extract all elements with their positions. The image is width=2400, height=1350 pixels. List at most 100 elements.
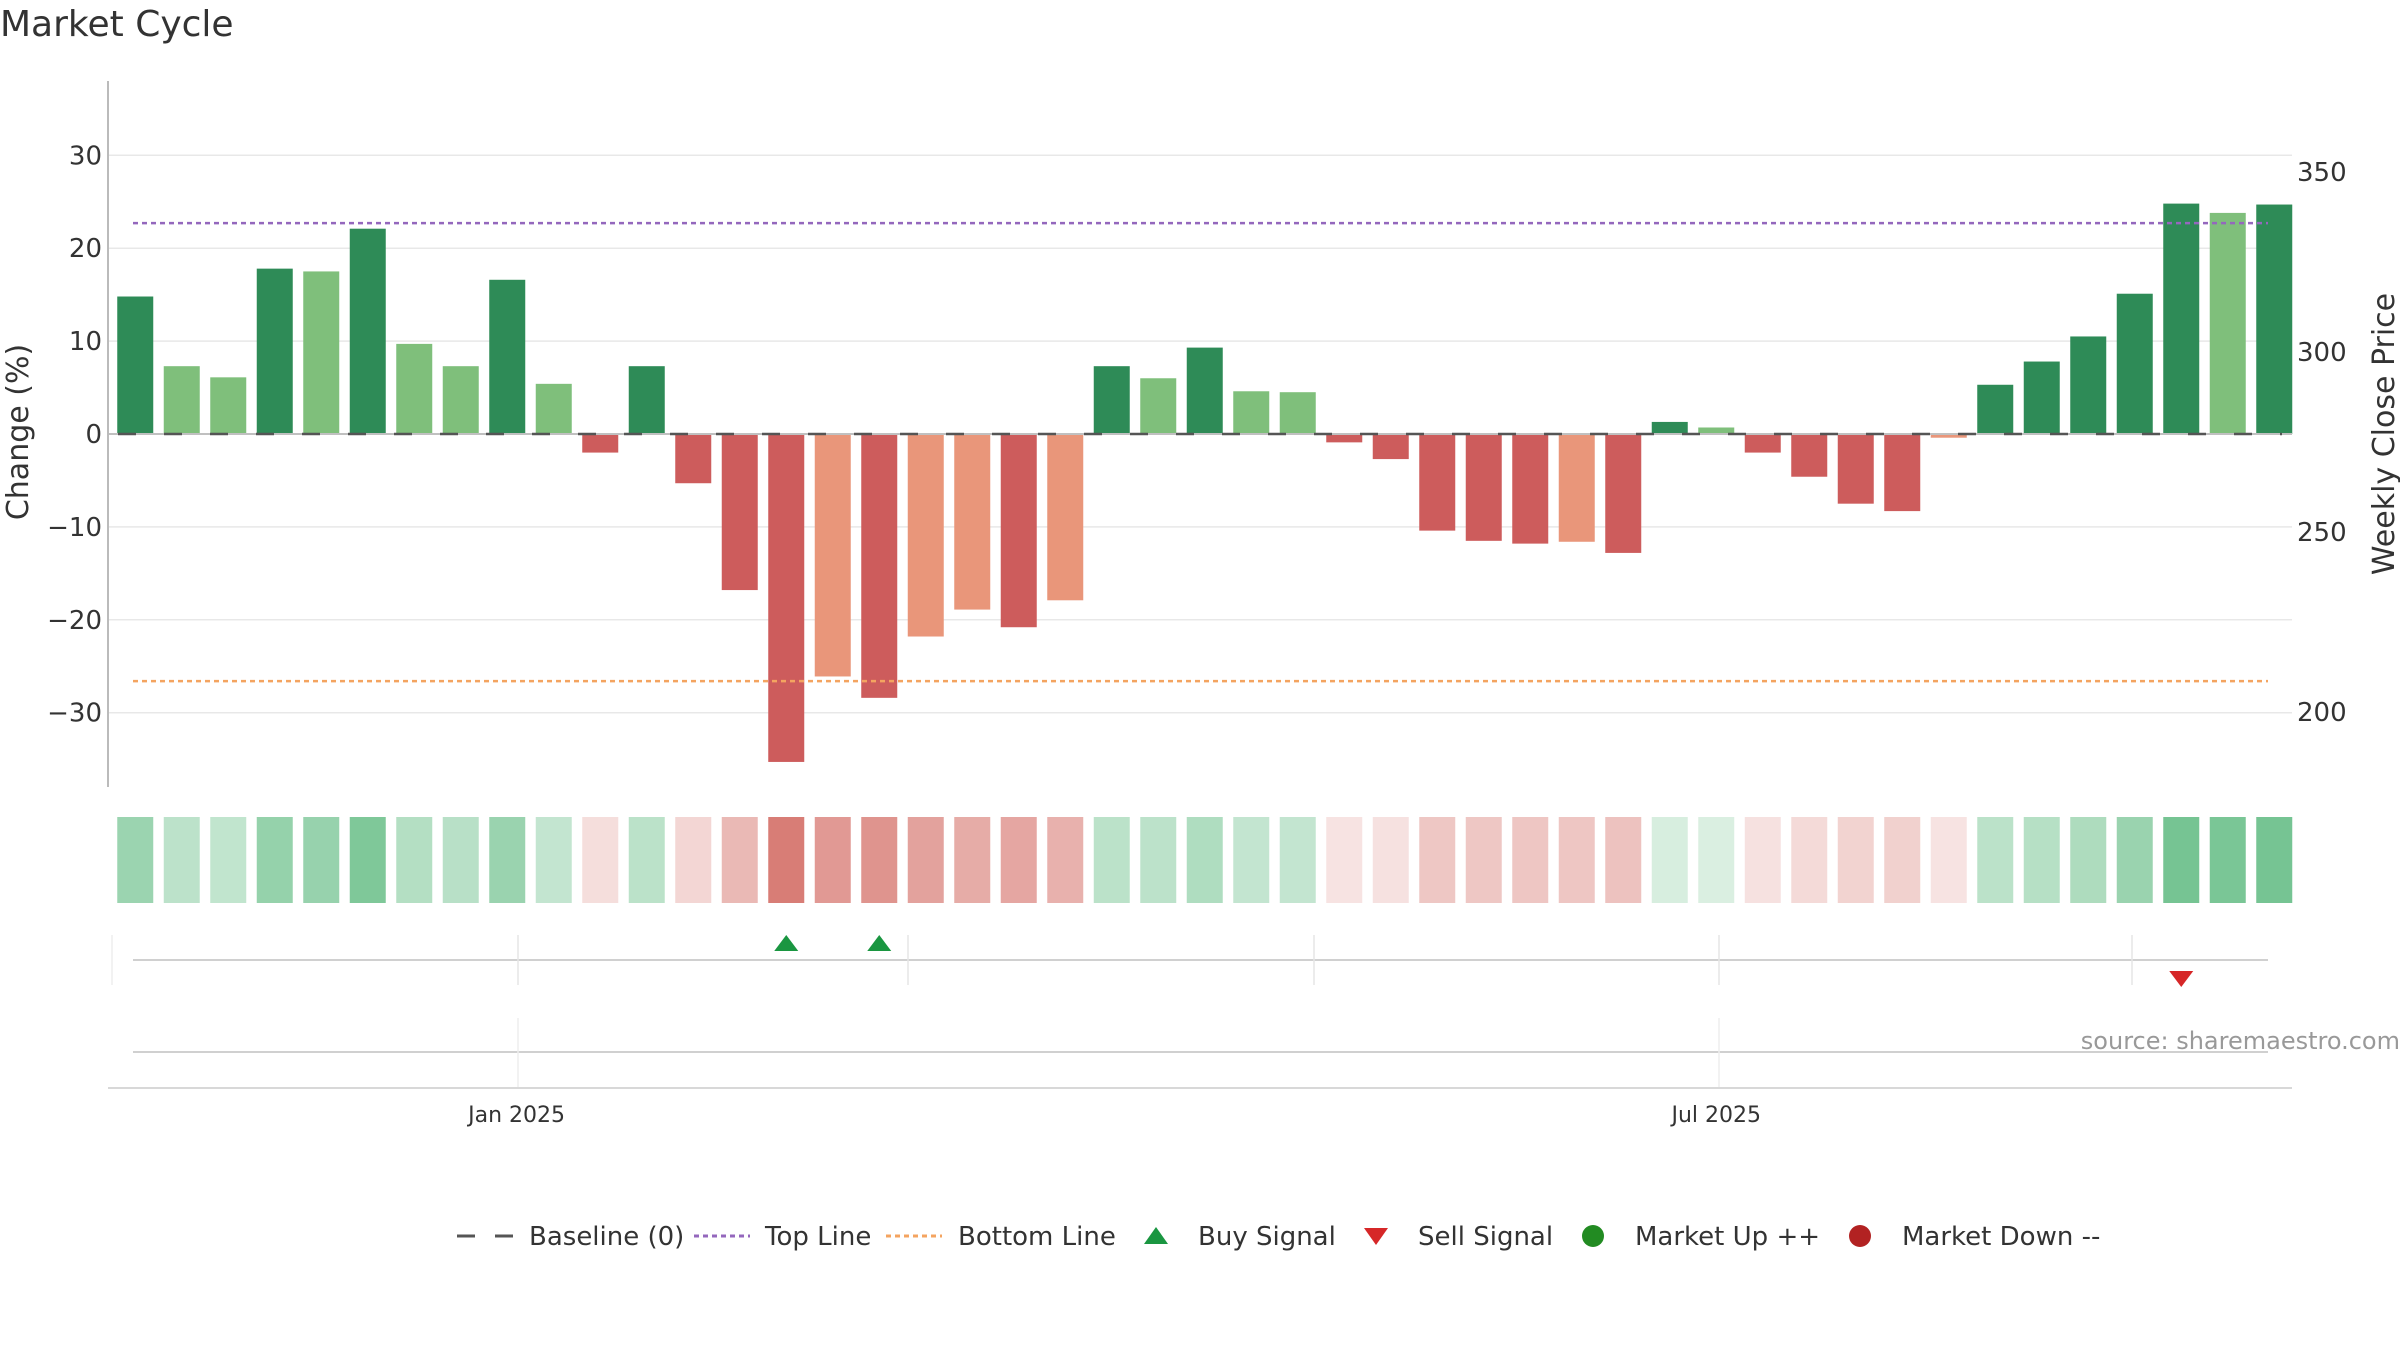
y2-tick-label: 300 bbox=[2297, 338, 2347, 368]
bar bbox=[442, 366, 479, 434]
bar bbox=[256, 268, 293, 434]
bars-layer bbox=[117, 203, 2293, 762]
heat-cell bbox=[628, 817, 665, 903]
heat-cell bbox=[1000, 817, 1037, 903]
legend-marker-circle-red bbox=[1849, 1225, 1871, 1247]
heat-cell bbox=[535, 817, 572, 903]
heat-cell bbox=[1884, 817, 1921, 903]
heat-cell bbox=[2070, 817, 2107, 903]
bar bbox=[1140, 378, 1177, 434]
bar bbox=[1744, 434, 1781, 453]
heat-cell bbox=[396, 817, 433, 903]
bar bbox=[396, 343, 433, 434]
legend-label: Top Line bbox=[764, 1222, 871, 1252]
heat-cell bbox=[1558, 817, 1595, 903]
sell-signal-marker bbox=[2169, 971, 2194, 987]
bar bbox=[628, 366, 665, 434]
bar bbox=[1326, 434, 1363, 443]
bar bbox=[1233, 391, 1270, 434]
heat-cell bbox=[1605, 817, 1642, 903]
heat-cell bbox=[954, 817, 991, 903]
heat-cell bbox=[1233, 817, 1270, 903]
heat-cell bbox=[907, 817, 944, 903]
bar bbox=[117, 296, 154, 434]
y-tick-label: −30 bbox=[47, 699, 102, 729]
heat-cell bbox=[1977, 817, 2014, 903]
heat-cell bbox=[1279, 817, 1316, 903]
bar bbox=[2163, 203, 2200, 434]
heat-cell bbox=[1791, 817, 1828, 903]
bar bbox=[907, 434, 944, 637]
legend: Baseline (0) Top Line Bottom Line Buy Signa… bbox=[457, 1222, 2100, 1252]
heat-strip-layer bbox=[117, 817, 2293, 903]
y-tick-label: −20 bbox=[47, 606, 102, 636]
bar bbox=[1186, 347, 1223, 434]
heat-cell bbox=[2116, 817, 2153, 903]
bar bbox=[1279, 392, 1316, 434]
bar bbox=[1512, 434, 1549, 544]
bar bbox=[675, 434, 712, 484]
heat-cell bbox=[2023, 817, 2060, 903]
bar bbox=[582, 434, 619, 453]
bar bbox=[768, 434, 805, 762]
legend-label: Baseline (0) bbox=[529, 1222, 684, 1252]
bar bbox=[1837, 434, 1874, 504]
heat-cell bbox=[489, 817, 526, 903]
heat-cell bbox=[442, 817, 479, 903]
heat-cell bbox=[814, 817, 851, 903]
heat-cell bbox=[349, 817, 386, 903]
y-tick-label: 20 bbox=[69, 234, 102, 264]
bar bbox=[1884, 434, 1921, 512]
heat-cell bbox=[1744, 817, 1781, 903]
legend-label: Buy Signal bbox=[1198, 1222, 1336, 1252]
axes-layer: −30 −20 −10 0 10 20 30 200 250 300 350 Change (%) We… bbox=[1, 81, 2400, 1128]
heat-cell bbox=[1837, 817, 1874, 903]
legend-label: Sell Signal bbox=[1418, 1222, 1553, 1252]
page-title: Market Cycle bbox=[0, 4, 234, 45]
legend-marker-triangle-up bbox=[1144, 1227, 1168, 1244]
heat-cell bbox=[582, 817, 619, 903]
heat-cell bbox=[2163, 817, 2200, 903]
bar bbox=[954, 434, 991, 610]
heat-cell bbox=[1372, 817, 1409, 903]
buy-signal-marker bbox=[867, 935, 892, 951]
bar bbox=[814, 434, 851, 677]
heat-cell bbox=[1465, 817, 1502, 903]
source-label: source: sharemaestro.com bbox=[2081, 1027, 2400, 1055]
heat-cell bbox=[2209, 817, 2246, 903]
heat-cell bbox=[1186, 817, 1223, 903]
bar bbox=[861, 434, 898, 698]
heat-cell bbox=[1651, 817, 1688, 903]
heat-cell bbox=[675, 817, 712, 903]
bar bbox=[2256, 204, 2293, 434]
heat-cell bbox=[1140, 817, 1177, 903]
signal-panel-layer bbox=[108, 935, 2292, 1089]
bar bbox=[1093, 366, 1130, 434]
y2-tick-label: 200 bbox=[2297, 698, 2347, 728]
bar bbox=[1419, 434, 1456, 531]
heat-cell bbox=[303, 817, 340, 903]
heat-cell bbox=[1698, 817, 1735, 903]
bar bbox=[2070, 336, 2107, 434]
heat-cell bbox=[1093, 817, 1130, 903]
grid-layer bbox=[108, 154, 2292, 714]
y2-axis-title: Weekly Close Price bbox=[2367, 293, 2400, 575]
bar bbox=[721, 434, 758, 591]
bar bbox=[1000, 434, 1037, 628]
bar bbox=[2209, 212, 2246, 434]
bar bbox=[2116, 293, 2153, 434]
bar bbox=[2023, 361, 2060, 434]
heat-cell bbox=[256, 817, 293, 903]
bar bbox=[1558, 434, 1595, 542]
bar bbox=[1372, 434, 1409, 460]
y2-tick-label: 250 bbox=[2297, 518, 2347, 548]
heat-cell bbox=[1512, 817, 1549, 903]
buy-signal-marker bbox=[774, 935, 799, 951]
reference-lines-layer bbox=[108, 221, 2292, 683]
bar bbox=[1605, 434, 1642, 553]
y2-tick-label: 350 bbox=[2297, 158, 2347, 188]
legend-marker-triangle-down bbox=[1364, 1228, 1388, 1245]
y-axis-title: Change (%) bbox=[1, 344, 36, 520]
